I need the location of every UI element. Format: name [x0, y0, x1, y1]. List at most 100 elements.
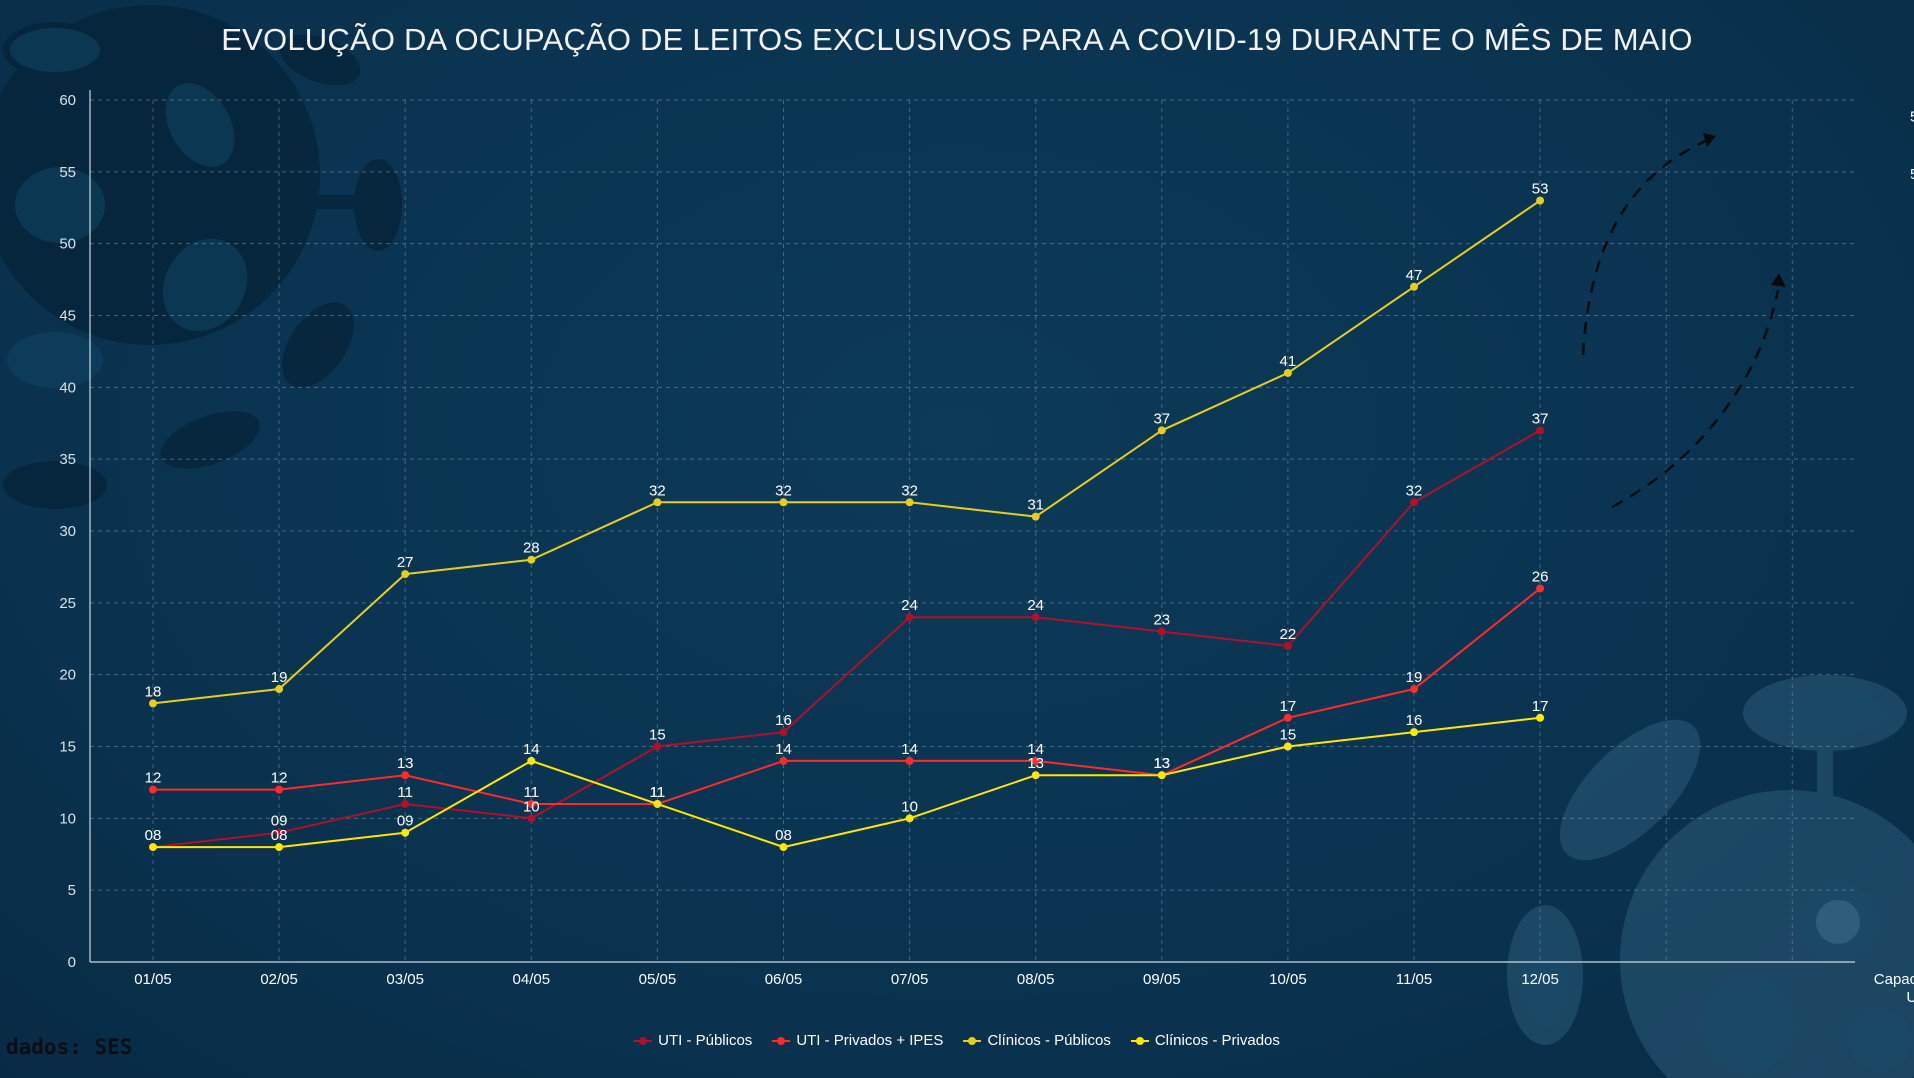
- legend-label: Clínicos - Públicos: [987, 1032, 1111, 1049]
- y-tick-label: 30: [59, 523, 76, 540]
- legend-item: Clínicos - Privados: [1130, 1032, 1280, 1049]
- data-point: [1157, 627, 1166, 636]
- data-point: [1031, 756, 1040, 765]
- data-label: 12: [271, 770, 288, 787]
- x-tick-label: Capacidade -: [1874, 971, 1914, 988]
- x-tick-label: 04/05: [513, 971, 551, 988]
- arrow-to-54: [1611, 289, 1780, 509]
- data-label: 13: [1153, 755, 1170, 772]
- data-label: 16: [775, 712, 792, 729]
- data-point: [1536, 584, 1545, 593]
- data-point: [275, 828, 284, 837]
- y-tick-label: 15: [59, 739, 76, 756]
- data-label: 08: [775, 827, 792, 844]
- data-point: [149, 699, 157, 708]
- data-label: 15: [1280, 727, 1297, 744]
- data-point: [401, 771, 410, 780]
- data-point: [779, 728, 788, 737]
- x-tick-label: 07/05: [891, 971, 929, 988]
- data-label: 13: [397, 755, 414, 772]
- data-point: [1157, 771, 1166, 780]
- series-line: [153, 587, 1541, 805]
- legend-label: UTI - Privados + IPES: [796, 1032, 944, 1049]
- data-label: 19: [271, 669, 288, 686]
- y-tick-label: 5: [68, 882, 76, 899]
- data-point: [779, 498, 788, 507]
- data-label: 23: [1153, 612, 1170, 629]
- y-tick-label: 25: [59, 595, 76, 612]
- data-label: 24: [901, 597, 918, 614]
- data-point: [905, 756, 914, 765]
- legend-marker-icon: [772, 1036, 791, 1046]
- legend-marker-icon: [1130, 1036, 1149, 1046]
- data-label: 53: [1532, 181, 1549, 198]
- x-tick-label: 05/05: [639, 971, 677, 988]
- data-point: [401, 828, 410, 837]
- data-label: 09: [397, 813, 414, 830]
- data-point: [527, 756, 536, 765]
- data-label: 13: [1027, 755, 1044, 772]
- data-label: 37: [1532, 410, 1549, 427]
- capacity-label: 58: [1910, 109, 1914, 126]
- axes: 0 5 10 15 20 25 30 35 40 45 50 55 60 01/05 02/05 03/05 0…: [59, 90, 1914, 1006]
- data-label: 17: [1280, 698, 1297, 715]
- data-point: [1031, 613, 1040, 622]
- data-label: 19: [1406, 669, 1423, 686]
- data-point: [1283, 713, 1292, 722]
- arrow-to-58: [1581, 138, 1709, 356]
- y-tick-label: 35: [59, 451, 76, 468]
- data-label: 32: [775, 482, 792, 499]
- x-tick-label: 01/05: [134, 971, 172, 988]
- x-tick-label: 03/05: [386, 971, 424, 988]
- x-tick-label: 02/05: [260, 971, 298, 988]
- data-label: 13: [1153, 755, 1170, 772]
- series-lines: [149, 196, 1545, 852]
- legend-marker-icon: [963, 1036, 982, 1046]
- data-point: [1283, 641, 1292, 650]
- data-label: 10: [901, 798, 918, 815]
- data-label: 32: [1406, 482, 1423, 499]
- data-label: 28: [523, 540, 540, 557]
- data-label: 15: [649, 727, 666, 744]
- data-label: 17: [1532, 698, 1549, 715]
- data-point: [779, 843, 788, 852]
- legend-label: Clínicos - Privados: [1154, 1032, 1280, 1049]
- data-point: [1031, 771, 1040, 780]
- data-point: [905, 814, 914, 823]
- data-point: [1536, 426, 1545, 435]
- chart-title: EVOLUÇÃO DA OCUPAÇÃO DE LEITOS EXCLUSIVO…: [221, 22, 1693, 57]
- data-label: 22: [1280, 626, 1297, 643]
- series-line: [152, 199, 1541, 705]
- x-tick-label: 09/05: [1143, 971, 1181, 988]
- y-tick-label: 40: [59, 379, 76, 396]
- data-label: 16: [1406, 712, 1423, 729]
- y-tick-label: 60: [59, 92, 76, 109]
- data-point: [1283, 742, 1292, 751]
- data-label: 08: [145, 827, 162, 844]
- data-label: 11: [650, 784, 666, 801]
- data-point: [1031, 512, 1040, 521]
- legend-marker-icon: [634, 1036, 653, 1046]
- data-point: [149, 843, 157, 852]
- data-point: [1536, 196, 1545, 205]
- x-tick-label: 08/05: [1017, 971, 1055, 988]
- data-label: 31: [1027, 497, 1044, 514]
- y-tick-label: 10: [59, 810, 76, 827]
- y-tick-label: 0: [68, 954, 76, 971]
- grid: [90, 99, 1855, 962]
- data-label: 26: [1532, 568, 1549, 585]
- legend-label: UTI - Públicos: [658, 1032, 753, 1049]
- data-point: [653, 799, 662, 808]
- data-point: [779, 756, 788, 765]
- data-point: [527, 814, 536, 823]
- data-label: 10: [523, 798, 540, 815]
- y-tick-label: 20: [59, 667, 76, 684]
- x-tick-label: 12/05: [1521, 971, 1559, 988]
- x-tick-label: 10/05: [1269, 971, 1307, 988]
- arrowhead-icon: [1703, 133, 1716, 147]
- data-label: 27: [397, 554, 414, 571]
- y-tick-label: 45: [59, 308, 76, 325]
- data-label: 14: [775, 741, 792, 758]
